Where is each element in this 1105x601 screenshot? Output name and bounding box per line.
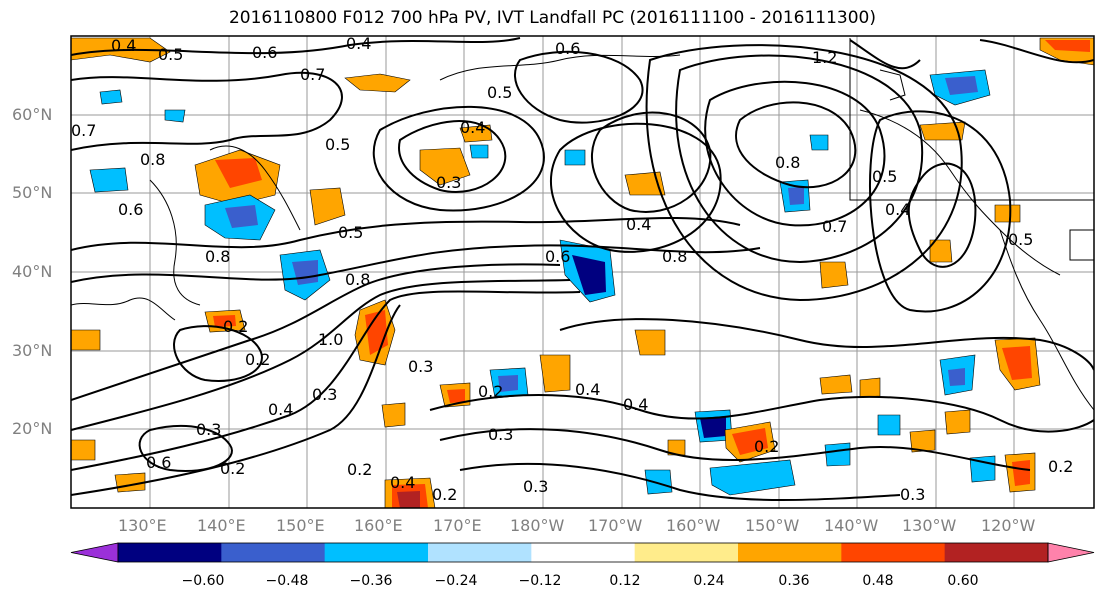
contour-label: 0.3	[196, 420, 221, 439]
contour-label: 0.2	[223, 317, 248, 336]
contour-label: 0.5	[338, 223, 363, 242]
contour-label: 0.4	[626, 215, 651, 234]
contour-label: 0.5	[1008, 230, 1033, 249]
contour-label: 0.2	[347, 460, 372, 479]
colorbar-tick-label: 0.24	[693, 573, 725, 589]
contour-label: 0.6	[555, 39, 580, 58]
map-frame	[70, 35, 1095, 509]
lat-label: 50°N	[12, 183, 53, 202]
coastlines	[71, 38, 1094, 411]
contour-label: 0.3	[436, 173, 461, 192]
colorbar	[70, 542, 1095, 563]
contour-label: 0.2	[1048, 457, 1073, 476]
contour-label: 0.4	[390, 473, 415, 492]
colorbar-swatch	[841, 543, 946, 562]
lon-label: 160°W	[666, 516, 721, 535]
contour-label: 0.6	[146, 453, 171, 472]
lon-label: 150°W	[745, 516, 800, 535]
contour-label: 0.8	[205, 247, 230, 266]
contour-label: 0.6	[252, 43, 277, 62]
contour-label: 0.3	[312, 385, 337, 404]
lat-label: 40°N	[12, 262, 53, 281]
colorbar-swatch	[428, 543, 532, 562]
contour-label: 0.4	[575, 380, 600, 399]
contour-labels: 0.4 0.5 0.6 0.4 0.6 1.2 0.7 0.5 0.7 0.8 …	[71, 34, 1073, 504]
contour-label: 0.5	[325, 135, 350, 154]
contour-label: 0.2	[478, 382, 503, 401]
pv-contours	[71, 37, 1094, 501]
colorbar-tick-label: 0.48	[862, 573, 894, 589]
contour-label: 0.3	[408, 357, 433, 376]
contour-label: 0.5	[872, 167, 897, 186]
lon-label: 130°W	[902, 516, 957, 535]
lon-label: 160°E	[354, 516, 403, 535]
contour-label: 0.2	[220, 459, 245, 478]
contour-label: 0.4	[268, 400, 293, 419]
colorbar-tick-label: −0.12	[518, 573, 562, 589]
contour-label: 0.4	[460, 118, 485, 137]
contour-label: 0.4	[623, 395, 648, 414]
colorbar-swatch	[324, 543, 429, 562]
colorbar-extend-low	[70, 542, 119, 563]
colorbar-swatch	[944, 543, 1049, 562]
contour-label: 0.8	[662, 247, 687, 266]
contour-label: 0.7	[71, 121, 96, 140]
contour-label: 1.0	[318, 330, 343, 349]
contour-label: 0.4	[346, 34, 371, 53]
colorbar-tick-label: 0.60	[947, 573, 979, 589]
lat-label: 60°N	[12, 105, 53, 124]
contour-label: 0.8	[775, 153, 800, 172]
contour-label: 0.5	[487, 83, 512, 102]
colorbar-tick-label: −0.60	[181, 573, 225, 589]
colorbar-extend-high	[1047, 542, 1095, 563]
lon-label: 140°E	[197, 516, 246, 535]
colorbar-swatch	[221, 543, 326, 562]
colorbar-swatch	[634, 543, 739, 562]
contour-label: 0.7	[822, 217, 847, 236]
contour-label: 0.4	[885, 200, 910, 219]
colorbar-tick-label: −0.24	[434, 573, 478, 589]
contour-label: 0.6	[545, 247, 570, 266]
contour-label: 0.3	[523, 477, 548, 496]
contour-label: 0.4	[111, 36, 136, 55]
contour-label: 1.2	[812, 48, 837, 67]
lon-label: 130°E	[118, 516, 167, 535]
contour-label: 0.5	[158, 45, 183, 64]
lon-label: 150°E	[276, 516, 325, 535]
lon-label: 180°W	[510, 516, 565, 535]
lon-label: 140°W	[824, 516, 879, 535]
colorbar-tick-label: 0.12	[609, 573, 641, 589]
contour-label: 0.7	[300, 65, 325, 84]
colorbar-tick-label: −0.48	[265, 573, 309, 589]
contour-label: 0.3	[488, 425, 513, 444]
colorbar-frame	[117, 542, 1049, 563]
map-title: 2016110800 F012 700 hPa PV, IVT Landfall…	[228, 8, 876, 28]
colorbar-swatch	[738, 543, 842, 562]
colorbar-swatch	[118, 543, 222, 562]
contour-label: 0.3	[900, 485, 925, 504]
contour-label: 0.6	[118, 200, 143, 219]
colorbar-tick-label: 0.36	[778, 573, 810, 589]
contour-label: 0.8	[140, 150, 165, 169]
contour-label: 0.8	[345, 270, 370, 289]
contour-label: 0.2	[754, 437, 779, 456]
contour-label: 0.2	[245, 350, 270, 369]
lon-label: 120°W	[981, 516, 1036, 535]
lon-label: 170°E	[433, 516, 482, 535]
colorbar-swatch	[531, 543, 636, 562]
lon-label: 170°W	[588, 516, 643, 535]
pv-shading	[71, 37, 1094, 508]
lat-label: 20°N	[12, 419, 53, 438]
contour-label: 0.2	[432, 485, 457, 504]
colorbar-tick-label: −0.36	[349, 573, 393, 589]
lat-label: 30°N	[12, 341, 53, 360]
